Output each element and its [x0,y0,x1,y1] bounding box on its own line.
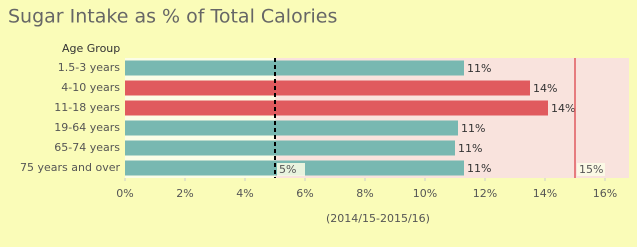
reference-label: 5% [279,163,296,176]
value-label: 11% [458,142,482,155]
category-label: 4-10 years [61,81,120,94]
bar [125,120,458,136]
value-label: 14% [551,102,575,115]
x-tick-label: 14% [533,187,557,200]
category-label: 19-64 years [54,121,120,134]
bar [125,80,530,96]
value-label: 11% [467,62,491,75]
x-tick-label: 10% [413,187,437,200]
chart-title: Sugar Intake as % of Total Calories [8,6,337,28]
x-tick-label: 12% [473,187,497,200]
value-label: 11% [467,162,491,175]
x-tick-label: 8% [356,187,373,200]
reference-label-bg [277,163,305,176]
category-label: 11-18 years [54,101,120,114]
x-tick-label: 0% [116,187,133,200]
value-label: 14% [533,82,557,95]
x-tick-label: 16% [593,187,617,200]
bar [125,60,464,76]
category-label: 75 years and over [20,161,120,174]
reference-label-bg [577,163,605,176]
x-tick-label: 6% [296,187,313,200]
reference-label: 15% [579,163,603,176]
x-axis-label: (2014/15-2015/16) [326,212,430,225]
category-label: 65-74 years [54,141,120,154]
x-tick-label: 4% [236,187,253,200]
value-label: 11% [461,122,485,135]
bar [125,140,455,156]
category-label: 1.5-3 years [58,61,120,74]
bar [125,100,548,116]
x-tick-label: 2% [176,187,193,200]
reference-band [275,58,629,178]
row-header: Age Group [62,42,120,55]
